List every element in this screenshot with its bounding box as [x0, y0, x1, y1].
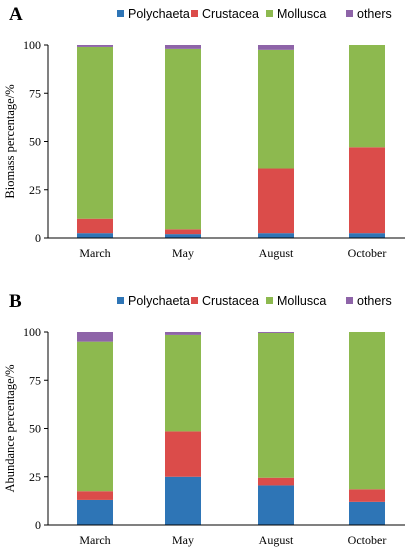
legend-item-polychaeta: Polychaeta [117, 294, 190, 308]
panel-letter: B [9, 291, 22, 312]
bar-march-others [77, 45, 113, 47]
bar-august-polychaeta [258, 485, 294, 525]
legend-item-crustacea: Crustacea [191, 7, 259, 21]
bar-october-polychaeta [349, 501, 385, 525]
x-tick-label-october: October [348, 533, 387, 547]
legend-label-polychaeta: Polychaeta [128, 7, 190, 21]
legend-swatch-crustacea [191, 297, 198, 304]
x-tick-label-august: August [259, 246, 294, 260]
y-axis-label: Abundance percentage/% [3, 364, 17, 492]
y-axis-label: Biomass percentage/% [3, 84, 17, 198]
legend-swatch-mollusca [266, 10, 273, 17]
legend-label-mollusca: Mollusca [277, 7, 326, 21]
bar-march-crustacea [77, 218, 113, 234]
bar-march-polychaeta [77, 499, 113, 525]
bar-march-polychaeta [77, 233, 113, 238]
legend-item-crustacea: Crustacea [191, 294, 259, 308]
legend-swatch-polychaeta [117, 10, 124, 17]
x-tick-label-august: August [259, 533, 294, 547]
bar-october-crustacea [349, 147, 385, 234]
y-tick-label: 75 [29, 373, 41, 387]
legend-item-polychaeta: Polychaeta [117, 7, 190, 21]
bar-august-crustacea [258, 477, 294, 486]
legend-label-crustacea: Crustacea [202, 294, 259, 308]
y-tick-label: 50 [29, 422, 41, 436]
x-tick-label-october: October [348, 246, 387, 260]
legend-item-others: others [346, 7, 392, 21]
bar-august-mollusca [258, 49, 294, 169]
bar-may-crustacea [165, 229, 201, 235]
bar-october-mollusca [349, 332, 385, 490]
legend-swatch-others [346, 10, 353, 17]
bar-may-crustacea [165, 431, 201, 477]
x-tick-label-march: March [79, 533, 110, 547]
bar-august-others [258, 45, 294, 50]
bar-may-mollusca [165, 334, 201, 432]
x-tick-label-may: May [172, 246, 194, 260]
bar-may-polychaeta [165, 476, 201, 525]
bar-august-others [258, 332, 294, 333]
bar-october-crustacea [349, 489, 385, 502]
bar-march-crustacea [77, 491, 113, 500]
legend-label-polychaeta: Polychaeta [128, 294, 190, 308]
legend-swatch-others [346, 297, 353, 304]
y-tick-label: 100 [23, 325, 41, 339]
y-tick-label: 25 [29, 183, 41, 197]
legend-item-mollusca: Mollusca [266, 294, 326, 308]
legend-label-others: others [357, 7, 392, 21]
panel-a-biomass: A Polychaeta Crustacea Mollusca others 0 25 50 7… [3, 4, 405, 260]
bar-october-mollusca [349, 45, 385, 148]
bar-august-mollusca [258, 332, 294, 478]
bar-august-polychaeta [258, 233, 294, 238]
legend-swatch-mollusca [266, 297, 273, 304]
bar-march-mollusca [77, 46, 113, 219]
bar-may-others [165, 45, 201, 49]
bar-may-polychaeta [165, 234, 201, 238]
y-tick-label: 50 [29, 135, 41, 149]
bar-august-crustacea [258, 168, 294, 234]
x-tick-label-march: March [79, 246, 110, 260]
y-tick-label: 25 [29, 470, 41, 484]
bar-october-polychaeta [349, 233, 385, 238]
legend-item-mollusca: Mollusca [266, 7, 326, 21]
legend-label-crustacea: Crustacea [202, 7, 259, 21]
y-tick-label: 100 [23, 38, 41, 52]
bar-may-others [165, 332, 201, 335]
y-tick-label: 0 [35, 231, 41, 245]
panel-letter: A [9, 4, 23, 25]
y-tick-label: 0 [35, 518, 41, 532]
bar-march-mollusca [77, 341, 113, 492]
legend-label-others: others [357, 294, 392, 308]
bar-may-mollusca [165, 48, 201, 230]
legend-label-mollusca: Mollusca [277, 294, 326, 308]
legend-item-others: others [346, 294, 392, 308]
x-tick-label-may: May [172, 533, 194, 547]
panel-b-abundance: B Polychaeta Crustacea Mollusca others 0 25 50 7… [3, 291, 405, 547]
legend-swatch-crustacea [191, 10, 198, 17]
legend-swatch-polychaeta [117, 297, 124, 304]
y-tick-label: 75 [29, 86, 41, 100]
bar-march-others [77, 332, 113, 342]
